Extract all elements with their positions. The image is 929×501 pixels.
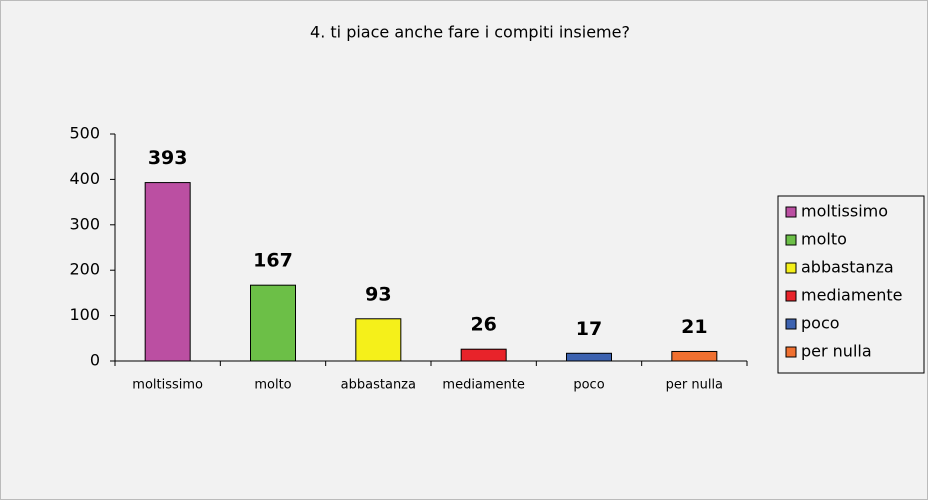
data-label: 26 (470, 314, 496, 336)
bar (566, 352, 612, 362)
x-tick-label: mediamente (442, 378, 525, 393)
data-label: 393 (148, 147, 188, 169)
legend-box (777, 195, 925, 374)
legend-label: abbastanza (801, 258, 894, 277)
bar (144, 182, 191, 362)
legend-label: molto (801, 230, 847, 249)
legend-label: moltissimo (801, 202, 888, 221)
bar (460, 348, 507, 362)
legend-swatch (785, 206, 797, 218)
data-label: 21 (681, 316, 707, 338)
y-tick-label: 300 (69, 214, 100, 233)
y-tick-label: 400 (69, 169, 100, 188)
legend-label: per nulla (801, 342, 872, 361)
data-label: 167 (253, 250, 293, 272)
bar (250, 284, 296, 362)
chart-title: 4. ti piace anche fare i compiti insieme… (310, 23, 630, 42)
x-tick-label: abbastanza (341, 378, 416, 393)
legend-label: mediamente (801, 286, 903, 305)
x-tick-label: molto (254, 378, 291, 393)
y-tick-label: 0 (90, 351, 100, 370)
legend-swatch (785, 346, 797, 358)
data-label: 17 (576, 318, 602, 340)
legend-swatch (785, 234, 797, 246)
bar (355, 318, 402, 362)
legend-label: poco (801, 314, 840, 333)
y-tick-label: 500 (69, 124, 100, 143)
x-tick-label: moltissimo (132, 378, 203, 393)
legend-swatch (785, 290, 797, 302)
legend-swatch (785, 318, 797, 330)
x-tick-label: per nulla (666, 378, 723, 393)
x-tick-label: poco (573, 378, 604, 393)
y-tick-label: 100 (69, 305, 100, 324)
data-label: 93 (365, 283, 391, 305)
bar (671, 350, 718, 362)
legend-swatch (785, 262, 797, 274)
y-tick-label: 200 (69, 260, 100, 279)
